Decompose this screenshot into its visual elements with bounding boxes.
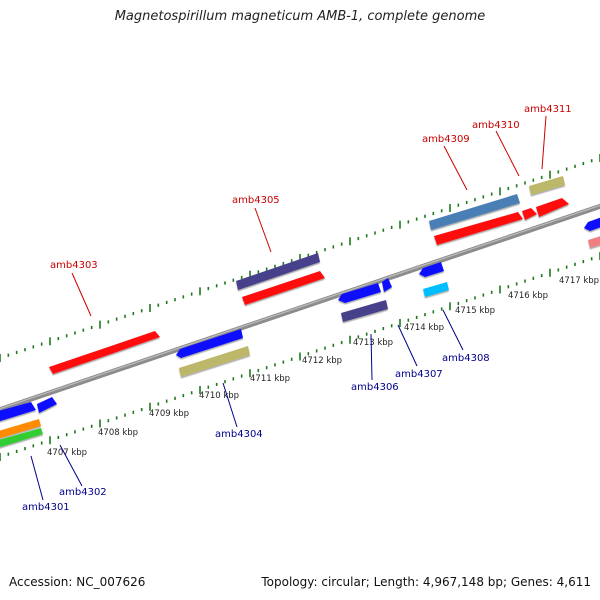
- gene-label-amb4301[interactable]: amb4301: [22, 502, 70, 513]
- gene-label-amb4307[interactable]: amb4307: [395, 369, 443, 380]
- gene-amb4308-blue-right[interactable]: [584, 217, 600, 231]
- kbp-label: 4715 kbp: [455, 306, 495, 316]
- gene-label-amb4309[interactable]: amb4309: [422, 134, 470, 145]
- kbp-label: 4716 kbp: [508, 291, 548, 301]
- gene-amb4301-blue[interactable]: [0, 402, 36, 422]
- gene-amb4308-blue[interactable]: [419, 262, 444, 277]
- gene-amb4304-blue[interactable]: [176, 329, 243, 358]
- topology-text: Topology: circular; Length: 4,967,148 bp…: [261, 575, 591, 589]
- gene-amb4301-orange[interactable]: [0, 419, 41, 439]
- kbp-label: 4717 kbp: [559, 276, 599, 286]
- gene-amb4307[interactable]: [382, 278, 392, 292]
- gene-label-amb4304[interactable]: amb4304: [215, 429, 263, 440]
- gene-amb4306-purple[interactable]: [341, 300, 388, 322]
- gene-amb4301-green[interactable]: [0, 428, 43, 448]
- gene-label-amb4305[interactable]: amb4305: [232, 195, 280, 206]
- gene-label-amb4310[interactable]: amb4310: [472, 120, 520, 131]
- gene-amb4304-khaki[interactable]: [179, 346, 250, 377]
- gene-amb4306-blue[interactable]: [338, 283, 381, 303]
- gene-amb4305-purple[interactable]: [236, 253, 320, 290]
- accession-text: Accession: NC_007626: [9, 575, 146, 589]
- genome-backbone-highlight: [0, 204, 600, 410]
- lower-gene-labels: amb4301 amb4302 amb4304 amb4306 amb4307 …: [22, 309, 490, 513]
- gene-amb4302[interactable]: [37, 397, 57, 413]
- gene-amb4308-salmon[interactable]: [588, 235, 600, 248]
- upper-tick-row: [0, 154, 600, 362]
- gene-amb4305-red[interactable]: [242, 271, 325, 305]
- kbp-label: 4707 kbp: [47, 448, 87, 458]
- genome-backbone: [0, 203, 600, 413]
- kbp-label: 4710 kbp: [199, 391, 239, 401]
- gene-amb4303[interactable]: [49, 331, 160, 374]
- kbp-label: 4712 kbp: [302, 356, 342, 366]
- kbp-labels: 4707 kbp 4708 kbp 4709 kbp 4710 kbp 4711…: [47, 276, 599, 458]
- kbp-label: 4713 kbp: [353, 338, 393, 348]
- upper-gene-labels: amb4303 amb4305 amb4309 amb4310 amb4311: [50, 104, 572, 317]
- kbp-label: 4711 kbp: [250, 374, 290, 384]
- gene-label-amb4311[interactable]: amb4311: [524, 104, 572, 115]
- kbp-label: 4709 kbp: [149, 409, 189, 419]
- gene-label-amb4308[interactable]: amb4308: [442, 353, 490, 364]
- gene-features: [0, 176, 600, 448]
- gene-amb4308-cyan[interactable]: [423, 282, 449, 297]
- lower-tick-row: [0, 252, 600, 461]
- gene-amb4309-blue[interactable]: [429, 194, 520, 230]
- kbp-label: 4708 kbp: [98, 428, 138, 438]
- gene-amb4311-khaki[interactable]: [529, 176, 565, 195]
- gene-label-amb4302[interactable]: amb4302: [59, 487, 107, 498]
- gene-label-amb4306[interactable]: amb4306: [351, 382, 399, 393]
- map-title: Magnetospirillum magneticum AMB-1, compl…: [114, 9, 486, 24]
- kbp-label: 4714 kbp: [404, 323, 444, 333]
- gene-amb4309-red[interactable]: [434, 212, 523, 245]
- gene-label-amb4303[interactable]: amb4303: [50, 260, 98, 271]
- gene-amb4310[interactable]: [522, 208, 537, 220]
- gene-amb4311-red[interactable]: [536, 198, 569, 217]
